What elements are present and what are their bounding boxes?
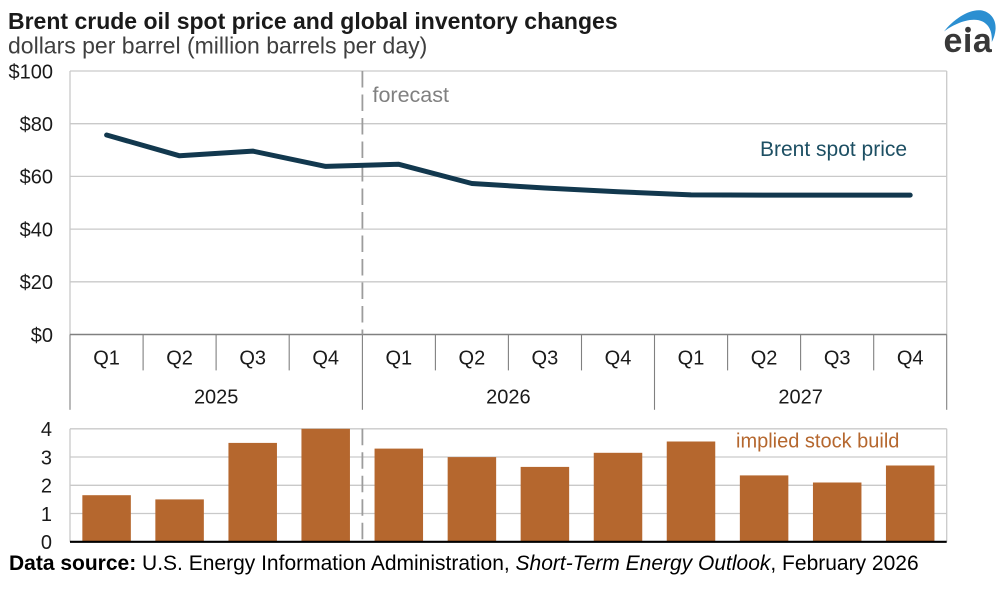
svg-text:dollars per barrel (million ba: dollars per barrel (million barrels per … bbox=[8, 33, 427, 59]
svg-text:Q2: Q2 bbox=[751, 348, 778, 370]
svg-text:Q1: Q1 bbox=[678, 348, 705, 370]
svg-text:2025: 2025 bbox=[194, 386, 239, 408]
svg-text:Q1: Q1 bbox=[93, 348, 120, 370]
svg-text:4: 4 bbox=[41, 419, 52, 441]
svg-text:Brent crude oil spot price and: Brent crude oil spot price and global in… bbox=[8, 8, 618, 34]
svg-text:2027: 2027 bbox=[778, 386, 823, 408]
svg-text:Q1: Q1 bbox=[385, 348, 412, 370]
svg-text:$40: $40 bbox=[20, 219, 53, 241]
svg-text:Q2: Q2 bbox=[459, 348, 486, 370]
svg-text:2: 2 bbox=[41, 476, 52, 498]
svg-text:1: 1 bbox=[41, 504, 52, 526]
svg-text:2026: 2026 bbox=[486, 386, 531, 408]
svg-text:$80: $80 bbox=[20, 114, 53, 136]
svg-text:0: 0 bbox=[41, 532, 52, 554]
svg-text:$60: $60 bbox=[20, 167, 53, 189]
svg-text:Q3: Q3 bbox=[824, 348, 851, 370]
svg-text:forecast: forecast bbox=[373, 83, 450, 107]
svg-text:Q4: Q4 bbox=[897, 348, 924, 370]
svg-text:$0: $0 bbox=[31, 325, 53, 347]
svg-text:$20: $20 bbox=[20, 272, 53, 294]
svg-text:Brent spot price: Brent spot price bbox=[760, 138, 907, 161]
svg-text:Data source: U.S. Energy Infor: Data source: U.S. Energy Information Adm… bbox=[9, 552, 919, 575]
svg-text:Q4: Q4 bbox=[312, 348, 339, 370]
svg-text:$100: $100 bbox=[9, 61, 54, 83]
svg-text:implied stock build: implied stock build bbox=[736, 431, 899, 453]
svg-text:Q4: Q4 bbox=[605, 348, 632, 370]
svg-text:3: 3 bbox=[41, 447, 52, 469]
svg-text:Q2: Q2 bbox=[166, 348, 193, 370]
svg-text:Q3: Q3 bbox=[239, 348, 266, 370]
svg-text:Q3: Q3 bbox=[532, 348, 559, 370]
